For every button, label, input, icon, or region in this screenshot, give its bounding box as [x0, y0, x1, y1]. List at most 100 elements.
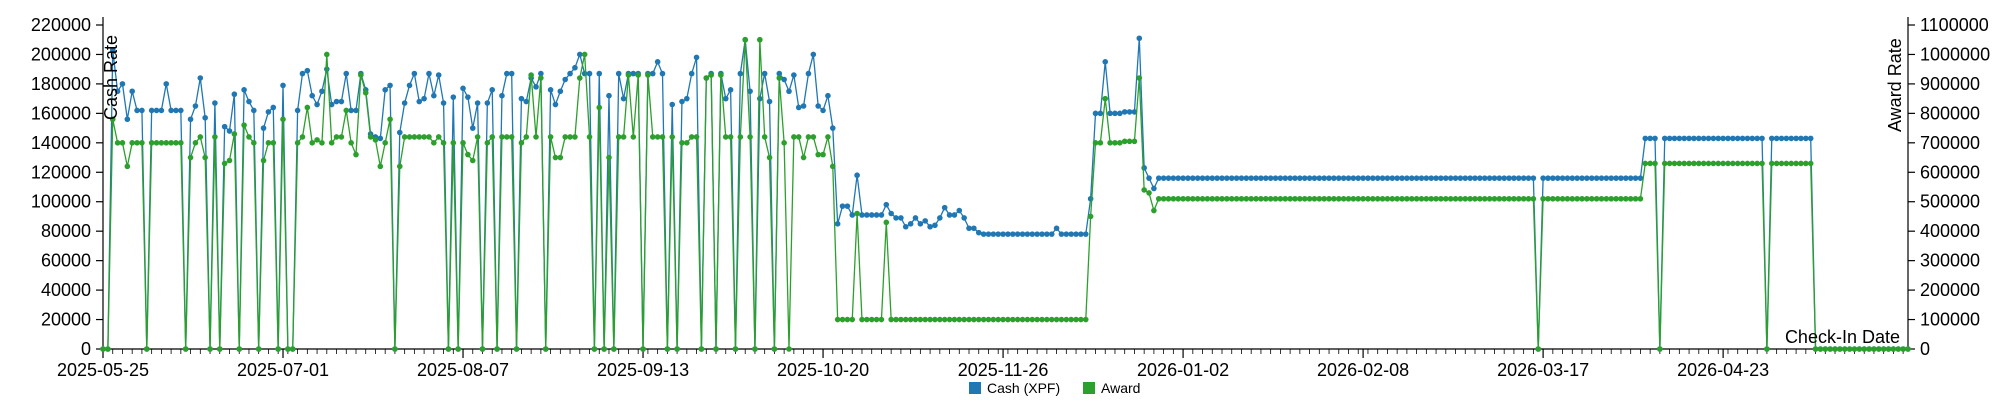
x-tick-label: 2026-03-17	[1497, 360, 1589, 380]
data-point	[1058, 316, 1065, 323]
data-point	[275, 346, 281, 352]
data-point	[951, 212, 958, 218]
data-point	[1530, 195, 1537, 202]
data-point	[406, 134, 413, 140]
data-point	[1063, 316, 1070, 323]
data-point	[1073, 316, 1079, 323]
data-point	[1642, 160, 1649, 167]
y-left-tick-label: 60000	[41, 251, 91, 271]
data-point	[922, 218, 929, 224]
data-point	[518, 140, 525, 146]
data-point	[1204, 175, 1211, 181]
data-point	[1720, 160, 1726, 167]
data-point	[1584, 175, 1590, 181]
data-point	[1554, 195, 1561, 202]
data-point	[1593, 195, 1600, 202]
data-point	[319, 140, 325, 146]
data-point	[679, 140, 685, 146]
data-point	[761, 70, 768, 77]
y-right-tick-label: 300000	[1920, 251, 1980, 271]
data-point	[1773, 135, 1780, 142]
data-point	[1209, 175, 1216, 181]
data-point	[221, 160, 228, 167]
data-point	[1034, 316, 1040, 323]
data-point	[557, 88, 564, 95]
data-point	[1418, 195, 1425, 202]
data-point	[1010, 316, 1016, 323]
data-point	[1691, 135, 1697, 142]
data-point	[1598, 175, 1605, 181]
data-point	[226, 157, 233, 164]
data-point	[1297, 175, 1303, 181]
data-point	[153, 140, 160, 146]
data-point	[1851, 346, 1858, 352]
data-point	[114, 140, 121, 146]
data-point	[1841, 346, 1848, 352]
data-point	[1024, 316, 1031, 323]
data-point	[635, 72, 641, 78]
data-point	[849, 316, 856, 323]
data-point	[416, 134, 423, 140]
data-point	[1370, 195, 1376, 202]
data-point	[265, 109, 272, 115]
data-point	[1710, 135, 1717, 142]
y-right-tick-label: 1000000	[1920, 44, 1990, 64]
data-point	[114, 88, 121, 95]
data-point	[883, 219, 890, 226]
data-point	[1243, 195, 1250, 202]
data-point	[1097, 140, 1104, 146]
data-point	[572, 64, 578, 71]
data-point	[878, 316, 885, 323]
data-point	[1326, 175, 1332, 181]
data-point	[372, 137, 379, 143]
y-left-tick-label: 160000	[31, 103, 91, 123]
data-point	[508, 70, 515, 77]
series-line	[103, 39, 1908, 350]
data-point	[1082, 231, 1089, 237]
data-point	[1647, 160, 1653, 167]
data-point	[956, 207, 963, 214]
data-point	[1117, 140, 1123, 146]
data-point	[1545, 175, 1551, 181]
data-point	[1428, 175, 1435, 181]
data-point	[324, 51, 330, 58]
data-point	[1496, 195, 1503, 202]
data-point	[294, 140, 301, 146]
data-point	[1204, 195, 1211, 202]
data-point	[426, 70, 432, 77]
data-point	[1501, 195, 1507, 202]
data-point	[1661, 135, 1668, 142]
data-point	[1569, 175, 1576, 181]
data-point	[1097, 110, 1104, 117]
data-point	[1491, 175, 1498, 181]
data-point	[1520, 195, 1527, 202]
data-point	[742, 36, 749, 43]
data-point	[1102, 59, 1109, 65]
data-point	[722, 95, 729, 102]
data-point	[1754, 160, 1760, 167]
y-right-tick-label: 100000	[1920, 310, 1980, 330]
data-point	[1238, 175, 1245, 181]
data-point	[1598, 195, 1605, 202]
data-point	[937, 215, 943, 221]
data-point	[440, 140, 447, 146]
data-point	[1618, 195, 1624, 202]
data-point	[1146, 175, 1152, 181]
data-point	[1798, 135, 1804, 142]
data-point	[1019, 231, 1026, 237]
data-point	[815, 103, 821, 109]
data-point	[489, 134, 496, 140]
series-cash	[100, 35, 1911, 352]
data-point	[1564, 175, 1571, 181]
data-point	[581, 70, 588, 77]
x-tick-label: 2025-11-26	[958, 360, 1049, 380]
data-point	[1199, 175, 1206, 181]
data-point	[411, 70, 418, 77]
data-point	[1623, 175, 1629, 181]
data-point	[557, 154, 564, 161]
data-point	[810, 134, 817, 140]
data-point	[708, 72, 714, 78]
data-point	[270, 140, 277, 146]
x-axis-title: Check-In Date	[1785, 327, 1900, 347]
